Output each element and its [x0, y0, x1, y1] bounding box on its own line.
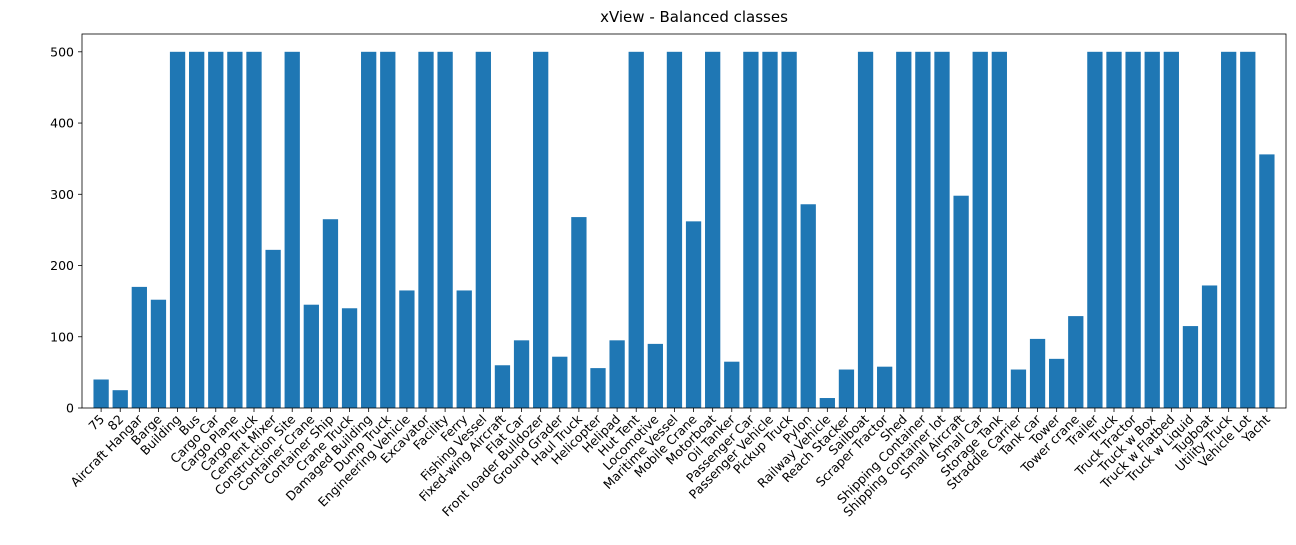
bar-sailboat — [857, 51, 874, 409]
bar-straddle-carrier — [1010, 369, 1027, 408]
bar-locomotive — [647, 343, 663, 408]
bar-haul-truck — [571, 217, 587, 408]
bar-fishing-vessel — [475, 51, 491, 409]
bar-aircraft-hangar — [131, 286, 147, 408]
bar-mobile-crane — [685, 221, 702, 408]
bar-tugboat — [1201, 285, 1218, 408]
bar-railway-vehicle — [819, 398, 835, 408]
bar-storage-tank — [991, 51, 1007, 409]
bar-pylon — [800, 204, 816, 408]
bar-tank-car — [1029, 338, 1046, 408]
bar-barge — [150, 299, 167, 408]
bar-small-aircraft — [953, 195, 969, 408]
bar-maritime-vessel — [666, 51, 683, 409]
bar-passenger-car — [743, 51, 759, 409]
bar-damaged-building — [361, 51, 377, 409]
bar-shipping-container-lot — [934, 51, 950, 409]
bar-passenger-vehicle — [762, 51, 778, 409]
bar-truck — [1106, 51, 1122, 409]
chart-title: xView - Balanced classes — [600, 8, 788, 26]
bar-pickup-truck — [781, 51, 797, 409]
bar-construction-site — [284, 51, 300, 409]
plot-frame — [81, 33, 1287, 409]
bar-cement-mixer — [265, 249, 281, 408]
bar-flat-car — [513, 340, 530, 408]
bar-truck-w-box — [1144, 51, 1160, 409]
bar-82 — [112, 390, 128, 408]
bar-container-crane — [303, 304, 319, 408]
bar-bus — [189, 51, 205, 409]
bar-motorboat — [705, 51, 721, 409]
bar-tower — [1049, 358, 1065, 408]
bar-front-loader-bulldozer — [533, 51, 549, 409]
bar-facility — [437, 51, 453, 409]
bar-tower-crane — [1068, 316, 1084, 408]
bar-cargo-plane — [227, 51, 243, 409]
bar-truck-w-flatbed — [1163, 51, 1179, 409]
y-tick-label: 400 — [50, 116, 74, 131]
bar-oil-tanker — [724, 361, 740, 408]
bar-truck-tractor — [1125, 51, 1141, 409]
bar-fixed-wing-aircraft — [494, 365, 511, 408]
bar-container-ship — [322, 219, 339, 408]
y-tick-label: 300 — [50, 187, 74, 202]
bar-75 — [93, 379, 109, 408]
bar-engineering-vehicle — [399, 290, 415, 408]
bar-helicopter — [590, 368, 606, 408]
bars-group — [93, 51, 1275, 409]
bar-utility-truck — [1221, 51, 1237, 409]
y-tick-label: 200 — [50, 258, 74, 273]
bar-building — [169, 51, 186, 409]
bar-ferry — [456, 290, 472, 408]
bar-yacht — [1259, 154, 1275, 408]
bar-small-car — [972, 51, 988, 409]
y-tick-label: 0 — [66, 401, 74, 416]
bar-helipad — [609, 340, 625, 408]
y-tick-label: 100 — [50, 329, 74, 344]
bar-vehicle-lot — [1240, 51, 1256, 409]
bar-trailer — [1087, 51, 1103, 409]
bar-reach-stacker — [838, 369, 855, 408]
bar-cargo-truck — [246, 51, 262, 409]
bar-cargo-car — [208, 51, 224, 409]
bar-truck-w-liquid — [1182, 326, 1199, 408]
y-tick-label: 500 — [50, 44, 74, 59]
bar-ground-grader — [552, 356, 568, 408]
bar-shed — [896, 51, 912, 409]
bar-scraper-tractor — [877, 366, 893, 408]
bar-shipping-container — [915, 51, 931, 409]
bar-excavator — [418, 51, 434, 409]
bar-hut-tent — [628, 51, 644, 409]
bar-crane-truck — [341, 308, 358, 408]
bar-dump-truck — [380, 51, 396, 409]
